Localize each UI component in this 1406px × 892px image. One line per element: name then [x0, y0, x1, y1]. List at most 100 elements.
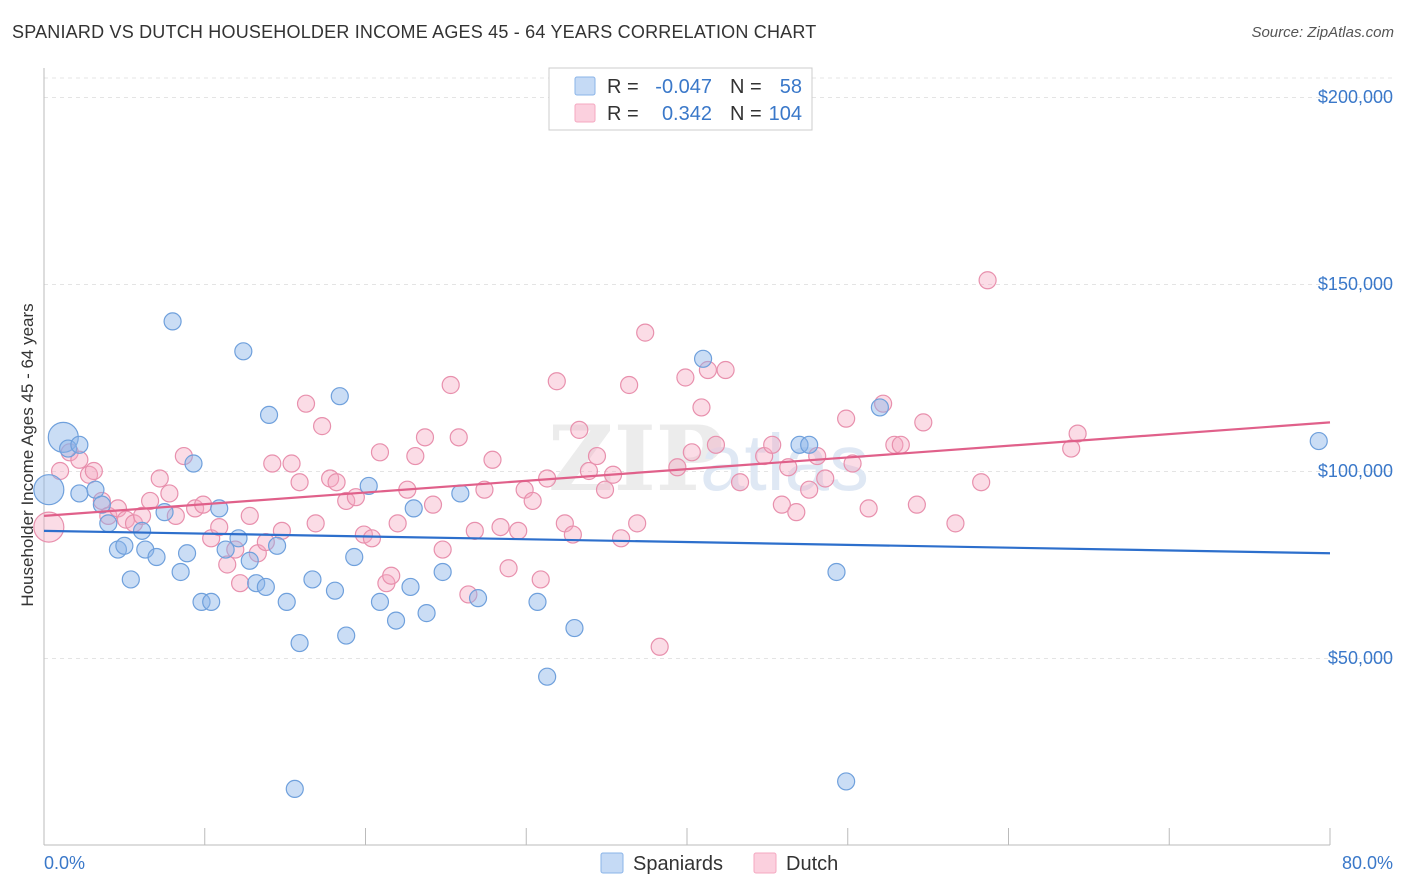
spaniards-point[interactable] [404, 499, 423, 518]
dutch-point[interactable] [290, 473, 309, 492]
dutch-point[interactable] [433, 540, 452, 559]
spaniards-point[interactable] [1309, 431, 1328, 451]
spaniards-point[interactable] [285, 779, 304, 799]
spaniards-point[interactable] [790, 435, 809, 454]
dutch-point[interactable] [362, 529, 382, 548]
dutch-point[interactable] [499, 559, 518, 578]
spaniards-point[interactable] [303, 570, 322, 589]
dutch-point[interactable] [837, 409, 856, 428]
spaniards-point[interactable] [234, 342, 253, 361]
dutch-point[interactable] [256, 532, 275, 552]
spaniards-point[interactable] [386, 611, 406, 630]
dutch-point[interactable] [763, 435, 782, 454]
dutch-point[interactable] [449, 428, 468, 447]
dutch-point[interactable] [174, 446, 193, 466]
dutch-point[interactable] [650, 637, 669, 656]
dutch-point[interactable] [465, 521, 484, 540]
dutch-point[interactable] [509, 521, 528, 540]
dutch-point[interactable] [423, 495, 443, 514]
dutch-point[interactable] [547, 372, 566, 391]
dutch-point[interactable] [160, 484, 179, 503]
spaniards-point[interactable] [86, 480, 105, 499]
dutch-point[interactable] [946, 514, 965, 533]
dutch-point[interactable] [226, 540, 245, 559]
spaniards-point[interactable] [401, 577, 420, 597]
dutch-point[interactable] [210, 517, 229, 537]
dutch-point[interactable] [636, 323, 655, 342]
dutch-point[interactable] [843, 454, 862, 473]
dutch-point[interactable] [459, 585, 478, 604]
dutch-point[interactable] [816, 469, 835, 488]
spaniards-point[interactable] [417, 604, 436, 623]
spaniards-point[interactable] [468, 589, 488, 608]
dutch-point[interactable] [475, 480, 494, 499]
spaniards-point[interactable] [565, 618, 584, 638]
spaniards-point[interactable] [370, 592, 390, 612]
dutch-point[interactable] [595, 480, 615, 499]
spaniards-point[interactable] [290, 633, 309, 653]
dutch-point[interactable] [531, 570, 550, 589]
dutch-point[interactable] [682, 443, 701, 462]
spaniards-point[interactable] [92, 495, 111, 514]
dutch-point[interactable] [337, 491, 356, 511]
spaniards-point[interactable] [359, 476, 378, 496]
dutch-point[interactable] [587, 446, 607, 466]
spaniards-point[interactable] [33, 474, 65, 506]
spaniards-point[interactable] [538, 667, 557, 686]
dutch-point[interactable] [523, 491, 542, 511]
spaniards-point[interactable] [216, 540, 235, 559]
dutch-point[interactable] [84, 461, 103, 481]
spaniards-point[interactable] [330, 387, 349, 406]
dutch-point[interactable] [978, 271, 997, 290]
spaniards-point[interactable] [202, 592, 221, 612]
spaniards-point[interactable] [345, 547, 364, 567]
dutch-point[interactable] [240, 506, 259, 525]
dutch-point[interactable] [483, 450, 502, 469]
dutch-point[interactable] [140, 491, 160, 511]
dutch-point[interactable] [698, 360, 717, 380]
dutch-point[interactable] [370, 443, 390, 462]
dutch-point[interactable] [327, 473, 346, 492]
dutch-point[interactable] [491, 517, 510, 537]
spaniards-point[interactable] [171, 562, 190, 582]
dutch-point[interactable] [282, 454, 301, 473]
dutch-point[interactable] [620, 375, 639, 395]
dutch-point[interactable] [800, 480, 819, 499]
dutch-point[interactable] [312, 417, 332, 436]
spaniards-point[interactable] [277, 592, 296, 612]
spaniards-point[interactable] [247, 574, 266, 593]
spaniards-point[interactable] [121, 570, 140, 589]
dutch-point[interactable] [33, 511, 65, 543]
dutch-point[interactable] [706, 435, 726, 454]
dutch-point[interactable] [668, 458, 687, 477]
spaniards-point[interactable] [229, 529, 248, 548]
dutch-point[interactable] [1062, 439, 1081, 458]
dutch-point[interactable] [914, 413, 933, 432]
spaniards-point[interactable] [528, 592, 547, 612]
spaniards-point[interactable] [70, 435, 89, 454]
dutch-point[interactable] [132, 506, 152, 525]
dutch-point[interactable] [150, 469, 169, 488]
dutch-point[interactable] [415, 428, 435, 447]
spaniards-point[interactable] [451, 484, 470, 503]
dutch-point[interactable] [772, 495, 791, 514]
spaniards-point[interactable] [59, 439, 78, 458]
spaniards-point[interactable] [147, 547, 166, 567]
spaniards-point[interactable] [259, 405, 279, 424]
dutch-point[interactable] [306, 514, 325, 533]
spaniards-point[interactable] [132, 521, 152, 540]
spaniards-point[interactable] [163, 312, 182, 331]
dutch-point[interactable] [231, 574, 250, 593]
dutch-point[interactable] [859, 499, 878, 518]
spaniards-point[interactable] [99, 514, 118, 533]
dutch-point[interactable] [676, 368, 695, 387]
dutch-point[interactable] [441, 375, 460, 395]
dutch-point[interactable] [972, 473, 991, 492]
dutch-point[interactable] [406, 446, 425, 466]
spaniards-point[interactable] [240, 551, 259, 570]
dutch-point[interactable] [563, 525, 582, 544]
spaniards-point[interactable] [870, 398, 890, 417]
spaniards-point[interactable] [325, 581, 345, 600]
dutch-point[interactable] [70, 450, 89, 469]
dutch-point[interactable] [296, 394, 316, 413]
